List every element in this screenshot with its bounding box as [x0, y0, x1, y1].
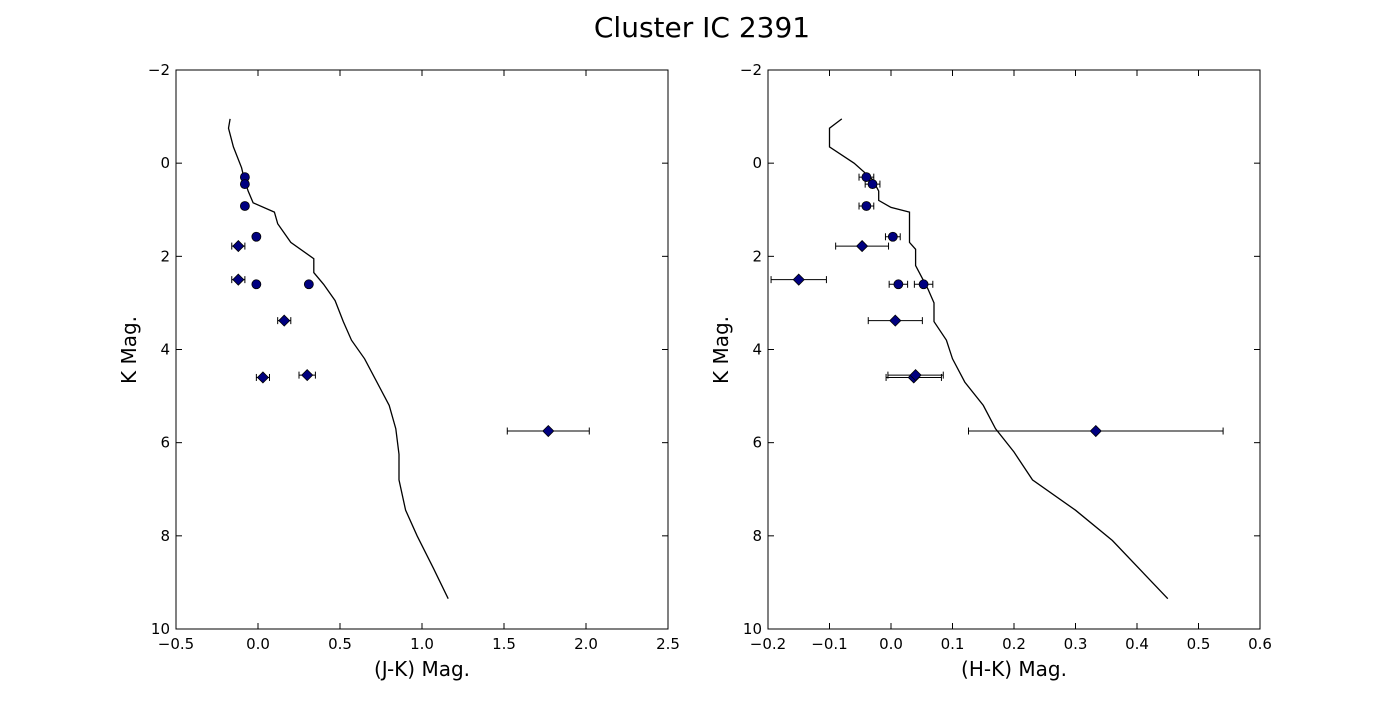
right-x-tick-label: 0.4	[1125, 635, 1149, 653]
right-axes-frame	[767, 69, 1261, 630]
right-circle-point	[918, 279, 929, 290]
left-circle-point	[303, 279, 314, 290]
left-diamond-point	[301, 369, 314, 382]
left-x-tick-label: 2.0	[574, 635, 598, 653]
right-circle-point	[887, 231, 898, 242]
right-diamond-point	[909, 369, 922, 382]
left-y-tick-label: −2	[148, 61, 170, 79]
left-x-tick-label: 1.5	[492, 635, 516, 653]
left-x-tick-label: 2.5	[656, 635, 680, 653]
right-y-tick-label: 4	[752, 341, 762, 359]
left-diamond-point	[232, 273, 245, 286]
right-isochrone-line	[828, 118, 1169, 600]
right-circle-point	[867, 179, 878, 190]
right-diamond-point	[889, 314, 902, 327]
left-circle-point	[251, 231, 262, 242]
left-panel-jk: (J-K) Mag. K Mag. −0.5 0.0 0.5 1.0 1.5 2.0 2.5…	[117, 61, 680, 681]
right-x-tick-label: 0.2	[1002, 635, 1026, 653]
left-diamond-point	[278, 314, 291, 327]
right-x-tick-label: −0.1	[811, 635, 847, 653]
left-y-tick-label: 8	[160, 527, 170, 545]
right-x-tick-label: 0.3	[1064, 635, 1088, 653]
left-diamond-point	[232, 240, 245, 253]
right-circle-point	[893, 279, 904, 290]
left-y-tick-label: 6	[160, 434, 170, 452]
left-x-tick-label: 0.0	[246, 635, 270, 653]
left-circle-point	[239, 201, 250, 211]
left-y-tick-label: 4	[160, 341, 170, 359]
right-y-tick-label: 8	[752, 527, 762, 545]
left-x-tick-label: 0.5	[328, 635, 352, 653]
right-circle-point	[861, 201, 872, 211]
right-x-tick-label: 0.6	[1248, 635, 1272, 653]
figure-title: Cluster IC 2391	[594, 11, 810, 44]
left-circle-point	[239, 179, 250, 190]
left-y-tick-label: 0	[160, 154, 170, 172]
right-y-tick-label: 2	[752, 247, 762, 265]
right-y-axis-label: K Mag.	[709, 316, 733, 384]
left-x-axis-label: (J-K) Mag.	[374, 657, 470, 681]
right-y-tick-label: 6	[752, 434, 762, 452]
left-isochrone-line	[227, 118, 449, 599]
right-x-axis-label: (H-K) Mag.	[961, 657, 1067, 681]
right-x-tick-label: −0.2	[750, 635, 786, 653]
right-y-tick-label: 0	[752, 154, 762, 172]
right-panel-hk: (H-K) Mag. K Mag. −0.2 −0.1 0.0 0.1 0.2 0.3 0.…	[709, 61, 1272, 681]
right-y-tick-label: 10	[743, 620, 762, 638]
right-x-tick-label: 0.5	[1187, 635, 1211, 653]
left-diamond-point	[256, 371, 269, 384]
left-y-tick-label: 10	[151, 620, 170, 638]
right-x-tick-label: 0.0	[879, 635, 903, 653]
right-y-tick-label: −2	[740, 61, 762, 79]
right-diamond-point	[1089, 424, 1102, 438]
right-x-tick-label: 0.1	[941, 635, 965, 653]
left-y-axis-label: K Mag.	[117, 316, 141, 384]
right-circle-point	[861, 172, 872, 183]
right-diamond-point	[792, 273, 805, 286]
left-circle-point	[251, 279, 262, 290]
left-y-tick-label: 2	[160, 247, 170, 265]
left-diamond-point	[542, 424, 555, 438]
right-diamond-point	[856, 240, 869, 253]
left-x-tick-label: 1.0	[410, 635, 434, 653]
left-x-tick-label: −0.5	[158, 635, 194, 653]
